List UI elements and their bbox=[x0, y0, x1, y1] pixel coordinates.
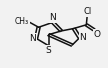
Text: Cl: Cl bbox=[83, 7, 91, 16]
Text: S: S bbox=[46, 46, 52, 55]
Text: N: N bbox=[49, 13, 56, 22]
Text: N: N bbox=[80, 33, 86, 42]
Text: CH₃: CH₃ bbox=[14, 17, 29, 26]
Text: N: N bbox=[29, 34, 36, 43]
Text: O: O bbox=[94, 30, 101, 39]
